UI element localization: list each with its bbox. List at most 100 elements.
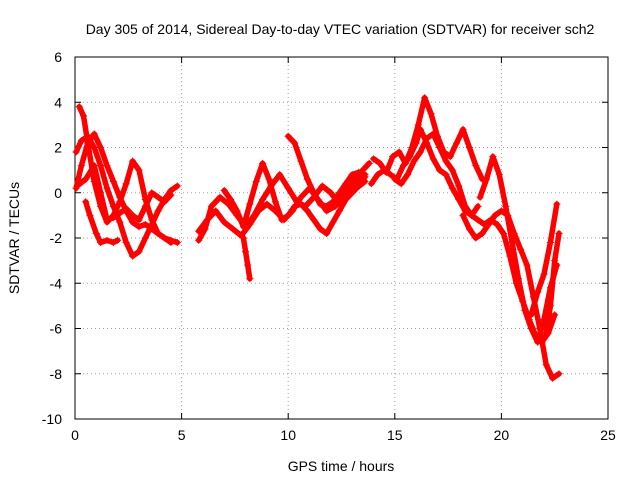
data-point <box>416 148 424 156</box>
data-point <box>316 225 324 233</box>
data-point <box>129 252 137 260</box>
data-point <box>109 239 117 247</box>
data-point <box>86 211 94 219</box>
data-point <box>376 159 384 167</box>
data-point <box>527 325 535 332</box>
series-track-l <box>369 94 486 183</box>
data-point <box>514 275 522 283</box>
data-point <box>361 173 369 181</box>
data-point <box>278 216 286 224</box>
data-point <box>259 196 267 204</box>
data-point <box>540 270 548 278</box>
data-point <box>491 211 499 219</box>
data-point <box>109 177 117 185</box>
data-point <box>97 162 105 170</box>
series-line <box>543 230 562 336</box>
data-point <box>310 216 318 224</box>
data-point <box>474 202 482 210</box>
data-point <box>517 245 525 253</box>
data-point <box>329 218 337 226</box>
data-point <box>521 306 529 314</box>
data-point <box>500 229 508 237</box>
y-tick-label: 0 <box>54 185 62 201</box>
data-point <box>77 162 85 170</box>
data-point <box>90 144 98 151</box>
data-point <box>216 193 224 201</box>
data-point <box>167 191 175 199</box>
series-track-d <box>73 162 175 224</box>
data-point <box>297 200 305 208</box>
data-point <box>116 198 124 206</box>
data-point <box>233 207 241 215</box>
data-point <box>316 200 324 208</box>
data-point <box>227 196 235 204</box>
data-point <box>246 200 254 208</box>
data-point <box>114 236 122 244</box>
data-point <box>173 182 181 190</box>
y-tick-label: -6 <box>50 321 63 337</box>
data-point <box>284 211 292 219</box>
data-point <box>448 166 456 174</box>
data-point <box>303 175 311 183</box>
data-point <box>135 248 143 256</box>
data-point <box>92 229 100 237</box>
data-point <box>482 175 490 183</box>
data-point <box>310 189 318 197</box>
y-axis-label: SDTVAR / TECUs <box>6 182 22 294</box>
data-point <box>90 130 98 138</box>
chart-title: Day 305 of 2014, Sidereal Day-to-day VTE… <box>86 21 595 37</box>
grid <box>75 57 608 419</box>
y-tick-label: 2 <box>54 140 62 156</box>
data-point <box>408 144 416 151</box>
data-point <box>348 171 356 179</box>
data-point <box>252 177 260 185</box>
data-point <box>135 216 143 224</box>
data-point <box>148 189 156 197</box>
series-track-e <box>82 198 122 247</box>
data-point <box>342 180 350 188</box>
data-point <box>448 184 456 192</box>
data-point <box>472 234 480 242</box>
data-point <box>75 103 83 111</box>
data-point <box>472 162 480 170</box>
data-point <box>80 112 88 120</box>
data-point <box>284 184 292 192</box>
series-line <box>76 104 174 246</box>
data-point <box>365 159 373 167</box>
series-track-p <box>527 200 561 319</box>
data-point <box>250 211 258 219</box>
data-point <box>259 159 267 167</box>
data-point <box>527 311 535 319</box>
data-point <box>493 220 501 228</box>
data-point <box>542 329 550 337</box>
data-point <box>97 144 105 151</box>
data-point <box>122 239 130 247</box>
series-track-q <box>542 229 563 337</box>
data-point <box>465 144 473 151</box>
data-point <box>141 234 149 242</box>
data-point <box>323 202 331 210</box>
data-point <box>323 229 331 237</box>
data-point <box>173 239 181 247</box>
data-point <box>542 361 550 369</box>
data-point <box>410 157 418 165</box>
data-point <box>195 236 203 244</box>
data-point <box>239 234 247 242</box>
x-tick-labels: 0 5 10 15 20 25 <box>71 427 616 443</box>
data-point <box>478 229 486 237</box>
data-point <box>141 202 149 210</box>
data-point <box>284 132 292 140</box>
data-point <box>82 198 90 206</box>
data-point <box>468 211 476 219</box>
data-point <box>355 177 363 185</box>
data-point <box>161 234 169 242</box>
data-point <box>167 239 175 247</box>
series-line <box>370 94 485 182</box>
data-point <box>154 207 162 215</box>
data-point <box>455 182 463 190</box>
data-point <box>129 157 137 165</box>
data-point <box>453 139 461 147</box>
series-track-i <box>284 132 369 210</box>
data-point <box>429 130 437 138</box>
